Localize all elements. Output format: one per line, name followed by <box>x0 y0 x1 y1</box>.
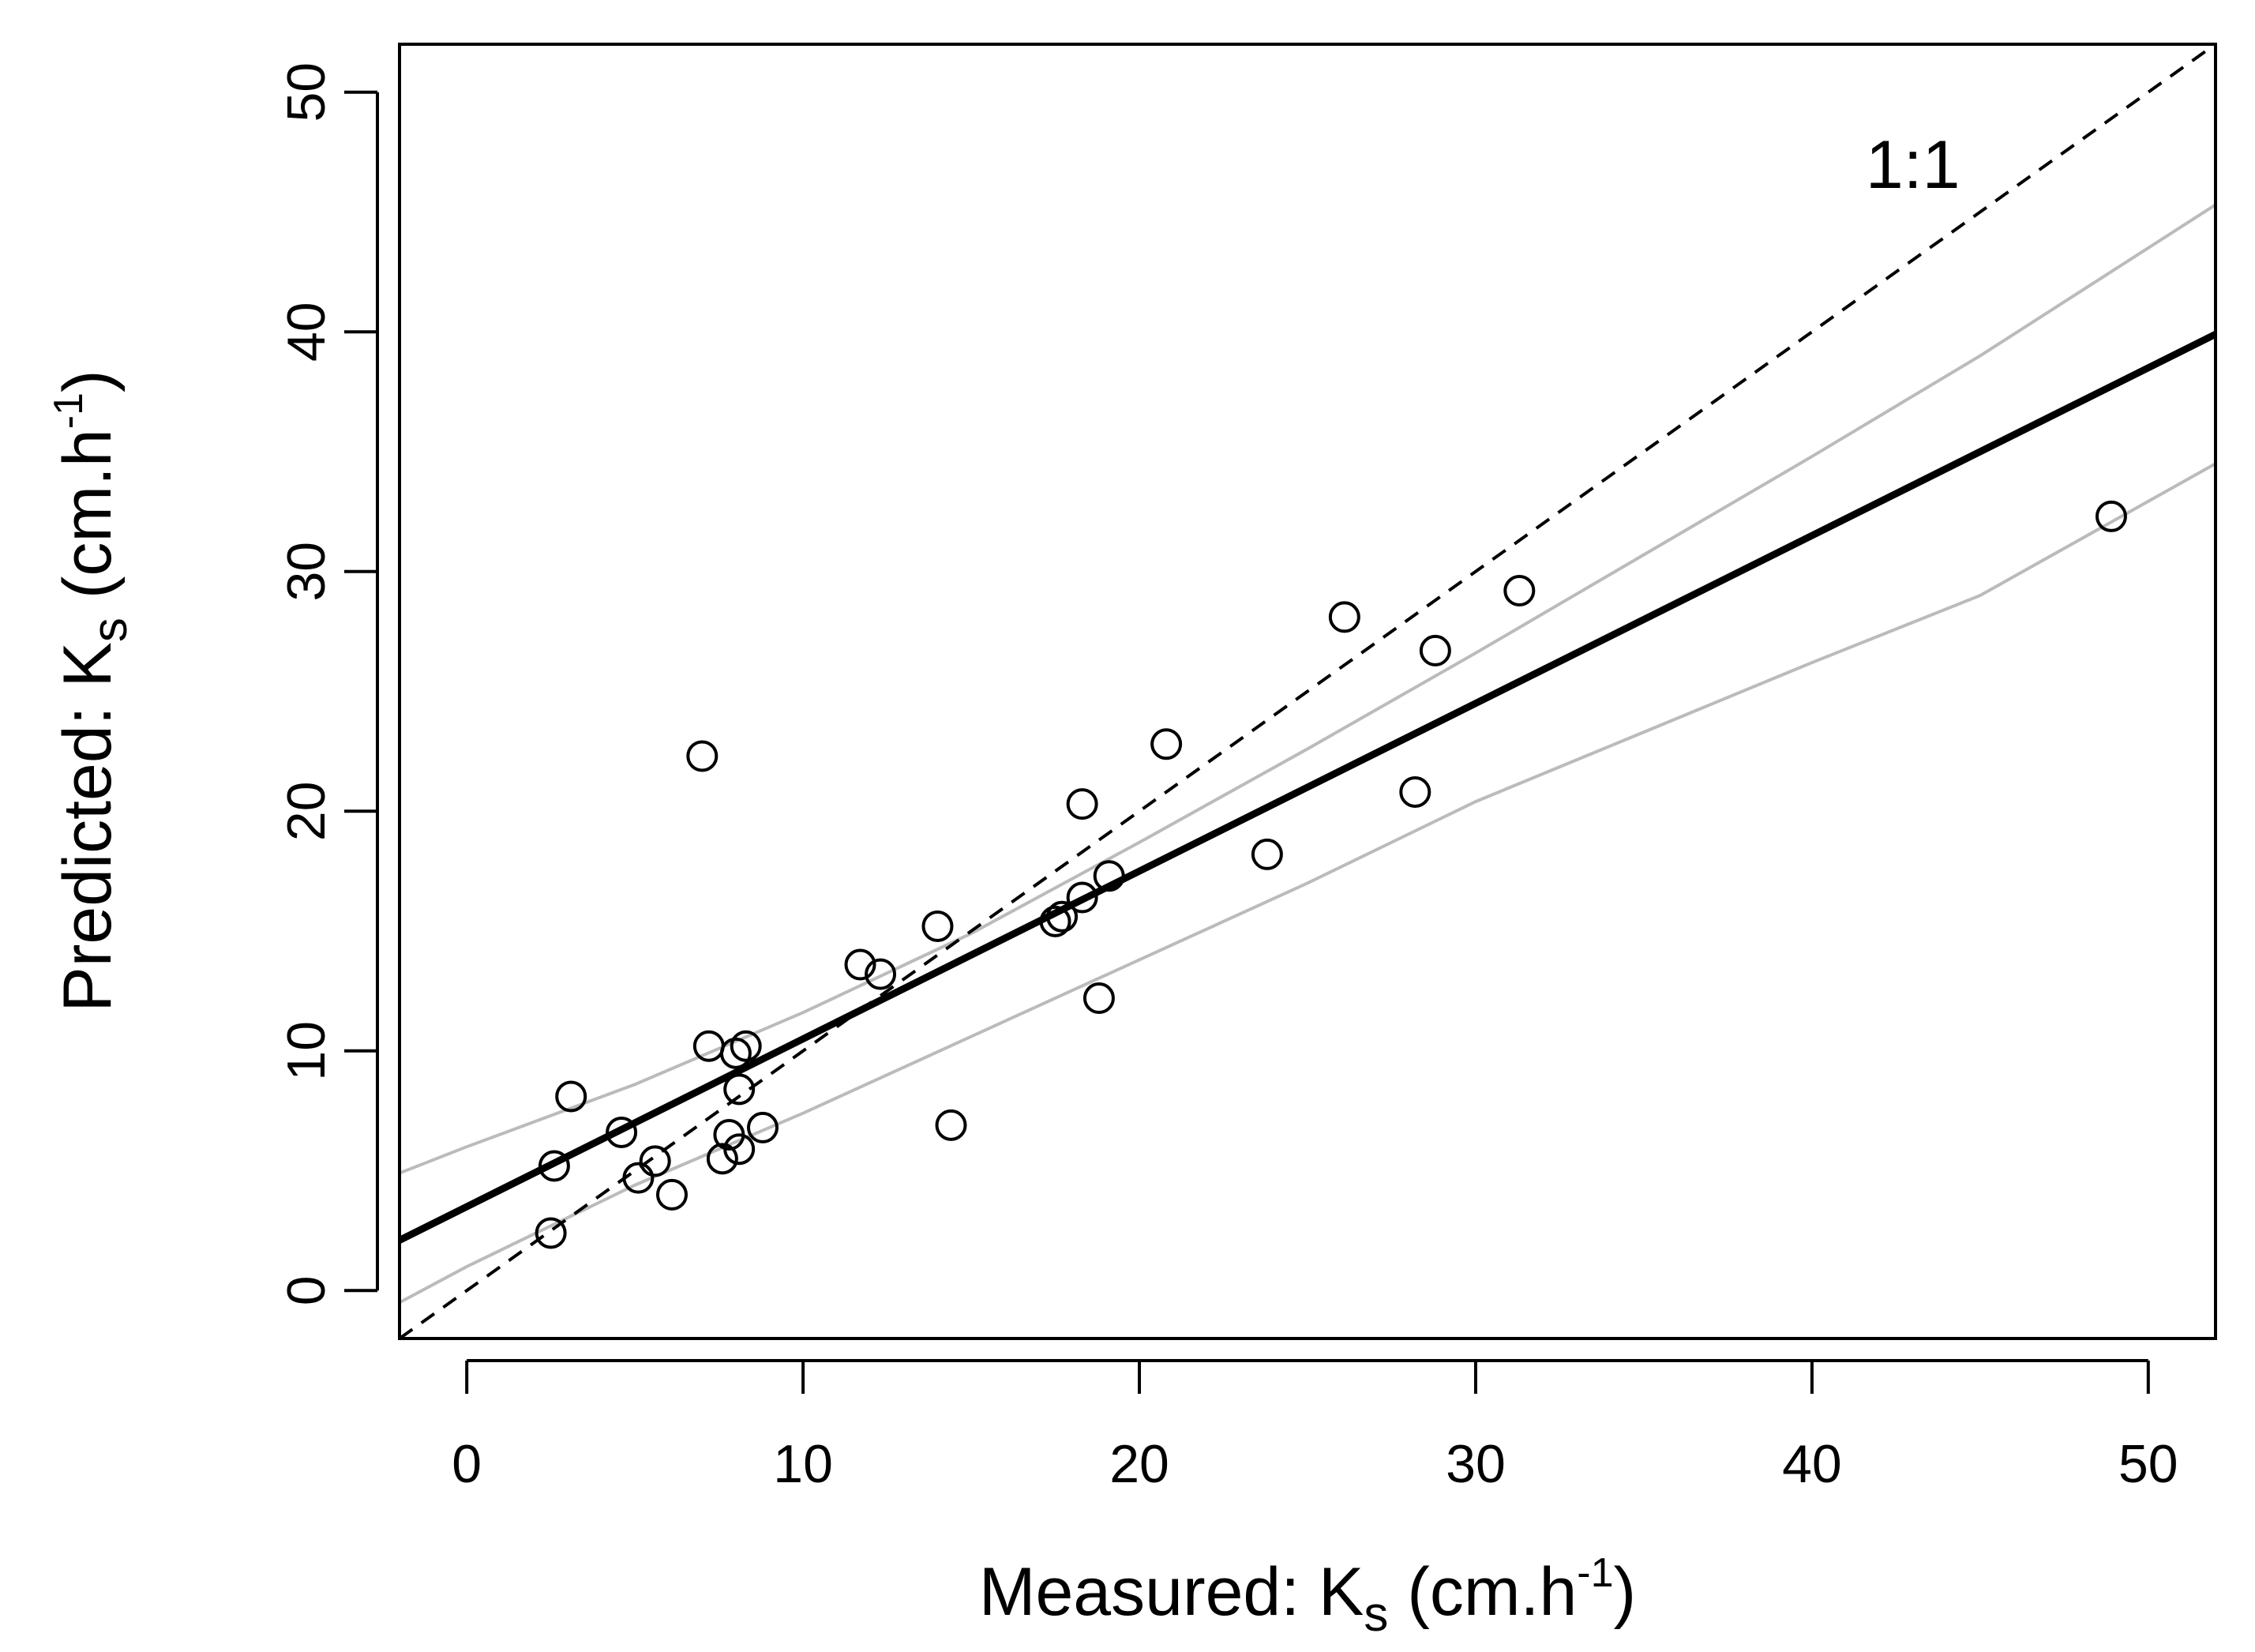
y-tick-label: 40 <box>276 302 336 362</box>
data-points <box>535 500 2127 1249</box>
confidence-band <box>399 203 2217 1305</box>
data-point <box>606 1116 638 1148</box>
data-point <box>1150 728 1183 760</box>
confidence-lower-line <box>399 462 2216 1305</box>
y-tick-label: 0 <box>276 1275 336 1305</box>
x-tick-label: 40 <box>1782 1434 1842 1494</box>
data-point <box>1066 788 1098 820</box>
data-point <box>2095 500 2127 532</box>
y-axis-title: Predicted: Ks (cm.h-1) <box>46 370 137 1012</box>
data-point <box>622 1162 655 1194</box>
data-point <box>730 1030 762 1062</box>
data-point <box>723 1133 756 1166</box>
data-point <box>1082 982 1115 1015</box>
data-point <box>1046 900 1079 933</box>
data-point <box>1251 838 1283 870</box>
data-point <box>686 740 719 772</box>
data-point <box>935 1109 967 1141</box>
data-point <box>723 1073 756 1106</box>
data-point <box>1503 575 1536 607</box>
x-axis: 0 10 20 30 40 50 <box>452 1359 2178 1494</box>
one-to-one-label: 1:1 <box>1866 127 1960 203</box>
y-tick-label: 30 <box>276 542 336 602</box>
y-axis: 0 10 20 30 40 50 <box>276 62 379 1305</box>
data-point <box>656 1178 688 1211</box>
y-tick-label: 10 <box>276 1021 336 1081</box>
data-point <box>706 1143 738 1175</box>
data-point <box>865 958 897 990</box>
x-tick-label: 50 <box>2118 1434 2178 1494</box>
data-point <box>719 1037 752 1069</box>
x-tick-label: 10 <box>773 1434 833 1494</box>
x-tick-label: 20 <box>1109 1434 1169 1494</box>
confidence-upper-line <box>399 203 2217 1175</box>
data-point <box>1066 881 1098 914</box>
x-tick-label: 0 <box>452 1434 482 1494</box>
data-point <box>535 1217 567 1249</box>
data-point <box>1093 860 1125 892</box>
y-tick-label: 50 <box>276 62 336 122</box>
data-point <box>639 1145 671 1177</box>
data-point <box>1039 905 1071 937</box>
data-point <box>844 948 876 981</box>
x-tick-label: 30 <box>1446 1434 1506 1494</box>
x-axis-title: Measured: Ks (cm.h-1) <box>979 1550 1636 1642</box>
one-to-one-line <box>398 43 2217 1340</box>
data-point <box>1399 775 1431 808</box>
reference-lines <box>397 43 2218 1340</box>
data-point <box>747 1111 779 1143</box>
data-point <box>538 1150 570 1182</box>
data-point <box>555 1080 587 1113</box>
y-tick-label: 20 <box>276 781 336 841</box>
data-point <box>921 910 954 942</box>
plot-frame <box>398 43 2217 1340</box>
data-point <box>1419 634 1451 666</box>
data-point <box>1328 601 1360 633</box>
regression-line <box>397 331 2218 1244</box>
